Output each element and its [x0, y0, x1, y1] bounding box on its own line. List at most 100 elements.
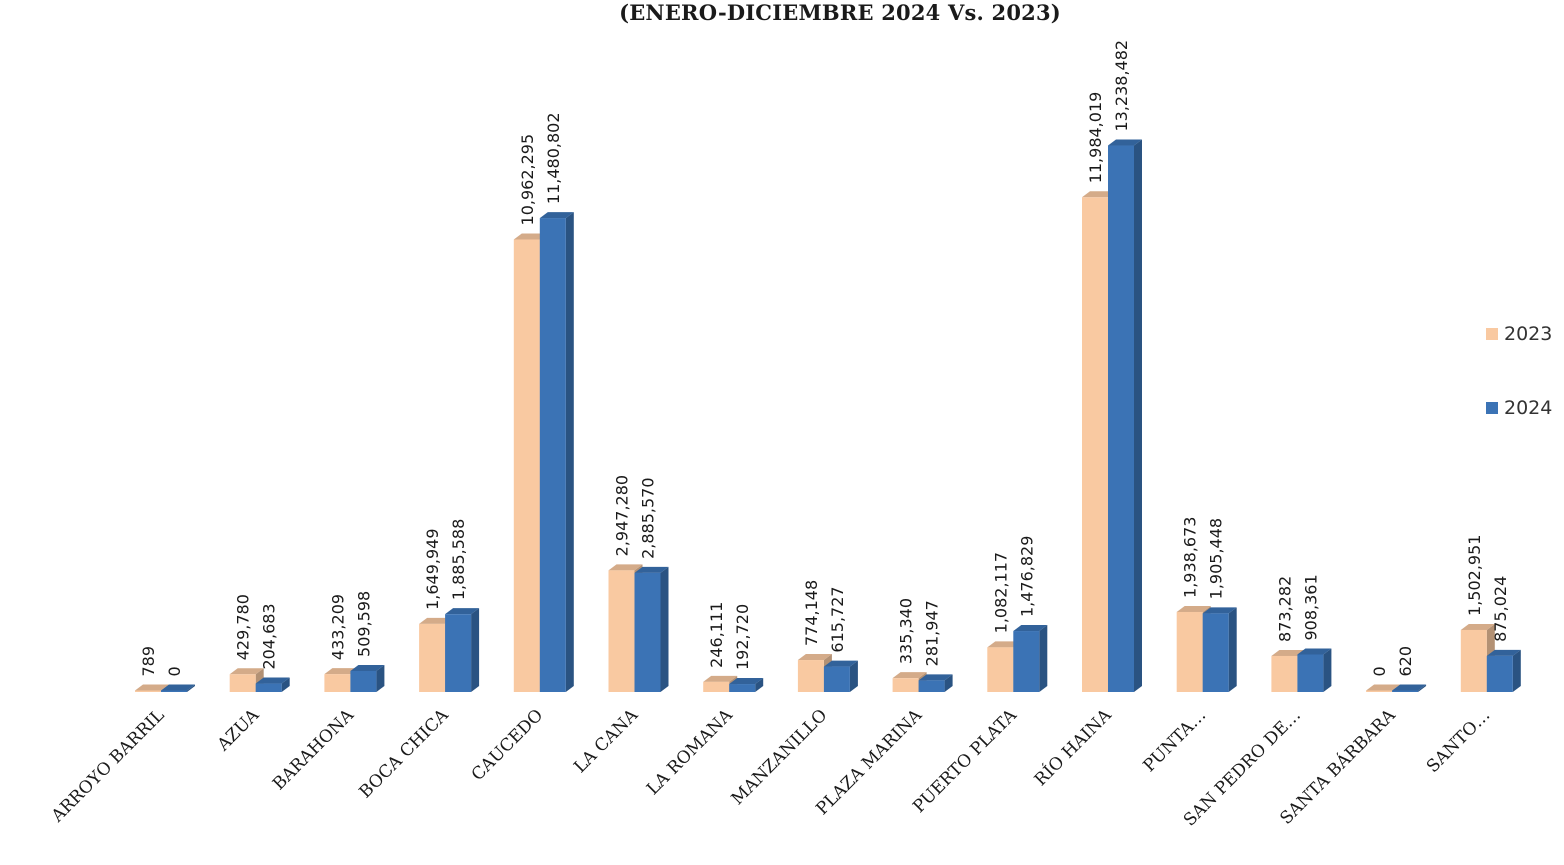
bar-front: [324, 674, 351, 692]
bar-front: [419, 623, 446, 692]
bar-front: [703, 681, 730, 692]
value-label-2024-arroyo-barril: 0: [165, 666, 184, 676]
legend-label-2024: 2024: [1504, 397, 1553, 419]
bar-top: [1460, 623, 1495, 630]
bar-front: [987, 647, 1014, 692]
bar-top: [1202, 607, 1237, 614]
bar-front: [161, 690, 187, 692]
bar-2024-plaza-marina: [918, 674, 953, 692]
category-label-la-cana: LA CANA: [570, 705, 642, 777]
bar-top: [350, 664, 385, 671]
legend-swatch-2024: [1486, 402, 1498, 414]
bar-2024-barahona: [350, 664, 385, 692]
bar-side: [944, 674, 953, 692]
bar-top: [797, 654, 832, 661]
value-label-2023-punta: 1,938,673: [1181, 517, 1200, 598]
value-label-2024-caucedo: 11,480,802: [544, 112, 563, 204]
bar-top: [703, 675, 738, 682]
value-label-2024-manzanillo: 615,727: [828, 586, 847, 652]
category-label-santo: SANTO…: [1423, 705, 1494, 776]
value-label-2023-r-o-haina: 11,984,019: [1086, 92, 1105, 184]
bar-front: [1108, 145, 1134, 693]
bar-side: [849, 660, 858, 692]
category-label-arroyo-barril: ARROYO BARRIL: [47, 705, 168, 826]
legend: 2023 2024: [1486, 322, 1552, 420]
bar-front: [918, 680, 945, 692]
legend-swatch-2023: [1486, 328, 1498, 340]
value-label-2024-punta: 1,905,448: [1207, 518, 1226, 599]
bar-front: [229, 674, 256, 692]
bar-2024-caucedo: [539, 212, 574, 692]
bar-top: [513, 233, 548, 240]
value-label-2023-manzanillo: 774,148: [802, 580, 821, 646]
bar-top: [135, 684, 169, 691]
bar-top: [987, 641, 1022, 648]
bar-top: [729, 678, 764, 685]
bar-front: [255, 683, 282, 692]
chart-title: (ENERO-DICIEMBRE 2024 Vs. 2023): [619, 0, 1061, 25]
bars-group: [135, 139, 1521, 693]
category-label-caucedo: CAUCEDO: [468, 705, 548, 785]
value-label-2024-santo: 875,024: [1491, 576, 1510, 642]
bar-2024-la-romana: [729, 678, 764, 692]
bar-front: [797, 660, 824, 692]
bar-top: [1108, 139, 1142, 146]
value-label-2024-la-cana: 2,885,570: [639, 477, 658, 558]
value-label-2023-plaza-marina: 335,340: [897, 598, 916, 664]
value-label-2023-arroyo-barril: 789: [139, 646, 158, 677]
bar-front: [1202, 613, 1229, 692]
bar-top: [892, 672, 927, 679]
bar-front: [1392, 690, 1419, 692]
bar-side: [1418, 684, 1427, 692]
bar-top: [1366, 684, 1401, 691]
bar-front: [513, 239, 540, 693]
bar-top: [229, 668, 264, 675]
category-label-manzanillo: MANZANILLO: [728, 705, 832, 809]
value-label-2023-barahona: 433,209: [328, 594, 347, 660]
legend-item-2023: 2023: [1486, 322, 1552, 346]
bar-front: [634, 572, 661, 692]
bar-front: [1460, 629, 1487, 692]
bar-top: [608, 564, 643, 571]
bar-front: [539, 218, 566, 692]
category-label-la-romana: LA ROMANA: [643, 705, 737, 799]
bar-2024-puerto-plata: [1013, 625, 1048, 692]
bar-top: [255, 677, 290, 684]
bar-front: [445, 614, 472, 692]
value-label-2023-caucedo: 10,962,295: [518, 134, 537, 226]
category-label-boca-chica: BOCA CHICA: [356, 705, 454, 803]
bar-top: [419, 617, 454, 624]
category-label-r-o-haina: RÍO HAINA: [1030, 704, 1116, 790]
bar-top: [539, 212, 574, 219]
bar-2024-r-o-haina: [1108, 139, 1142, 693]
bar-side: [471, 608, 480, 692]
bar-front: [1176, 611, 1203, 692]
bar-top: [1271, 649, 1306, 656]
bar-2024-arroyo-barril: [161, 684, 195, 692]
value-label-2024-santa-b-rbara: 620: [1396, 646, 1415, 677]
bar-side: [187, 684, 195, 692]
category-label-barahona: BARAHONA: [269, 705, 358, 794]
bar-front: [608, 570, 635, 692]
value-label-2023-puerto-plata: 1,082,117: [991, 552, 1010, 633]
value-label-2023-boca-chica: 1,649,949: [423, 528, 442, 609]
bar-2024-azua: [255, 677, 290, 692]
bar-side: [1323, 648, 1332, 692]
bar-top: [1297, 648, 1332, 655]
value-label-2024-san-pedro-de: 908,361: [1301, 574, 1320, 640]
bar-front: [823, 666, 850, 692]
bar-front: [135, 690, 161, 692]
bar-front: [729, 684, 756, 692]
bar-front: [892, 678, 919, 692]
bar-top: [918, 674, 953, 681]
category-label-puerto-plata: PUERTO PLATA: [909, 705, 1021, 817]
bar-top: [445, 608, 480, 615]
bar-2024-san-pedro-de: [1297, 648, 1332, 692]
bar-2024-santo: [1486, 649, 1521, 692]
bar-side: [1512, 649, 1521, 692]
bar-side: [376, 664, 385, 692]
bar-side: [1039, 625, 1048, 692]
bar-2024-boca-chica: [445, 608, 480, 692]
value-label-2023-la-cana: 2,947,280: [613, 475, 632, 556]
